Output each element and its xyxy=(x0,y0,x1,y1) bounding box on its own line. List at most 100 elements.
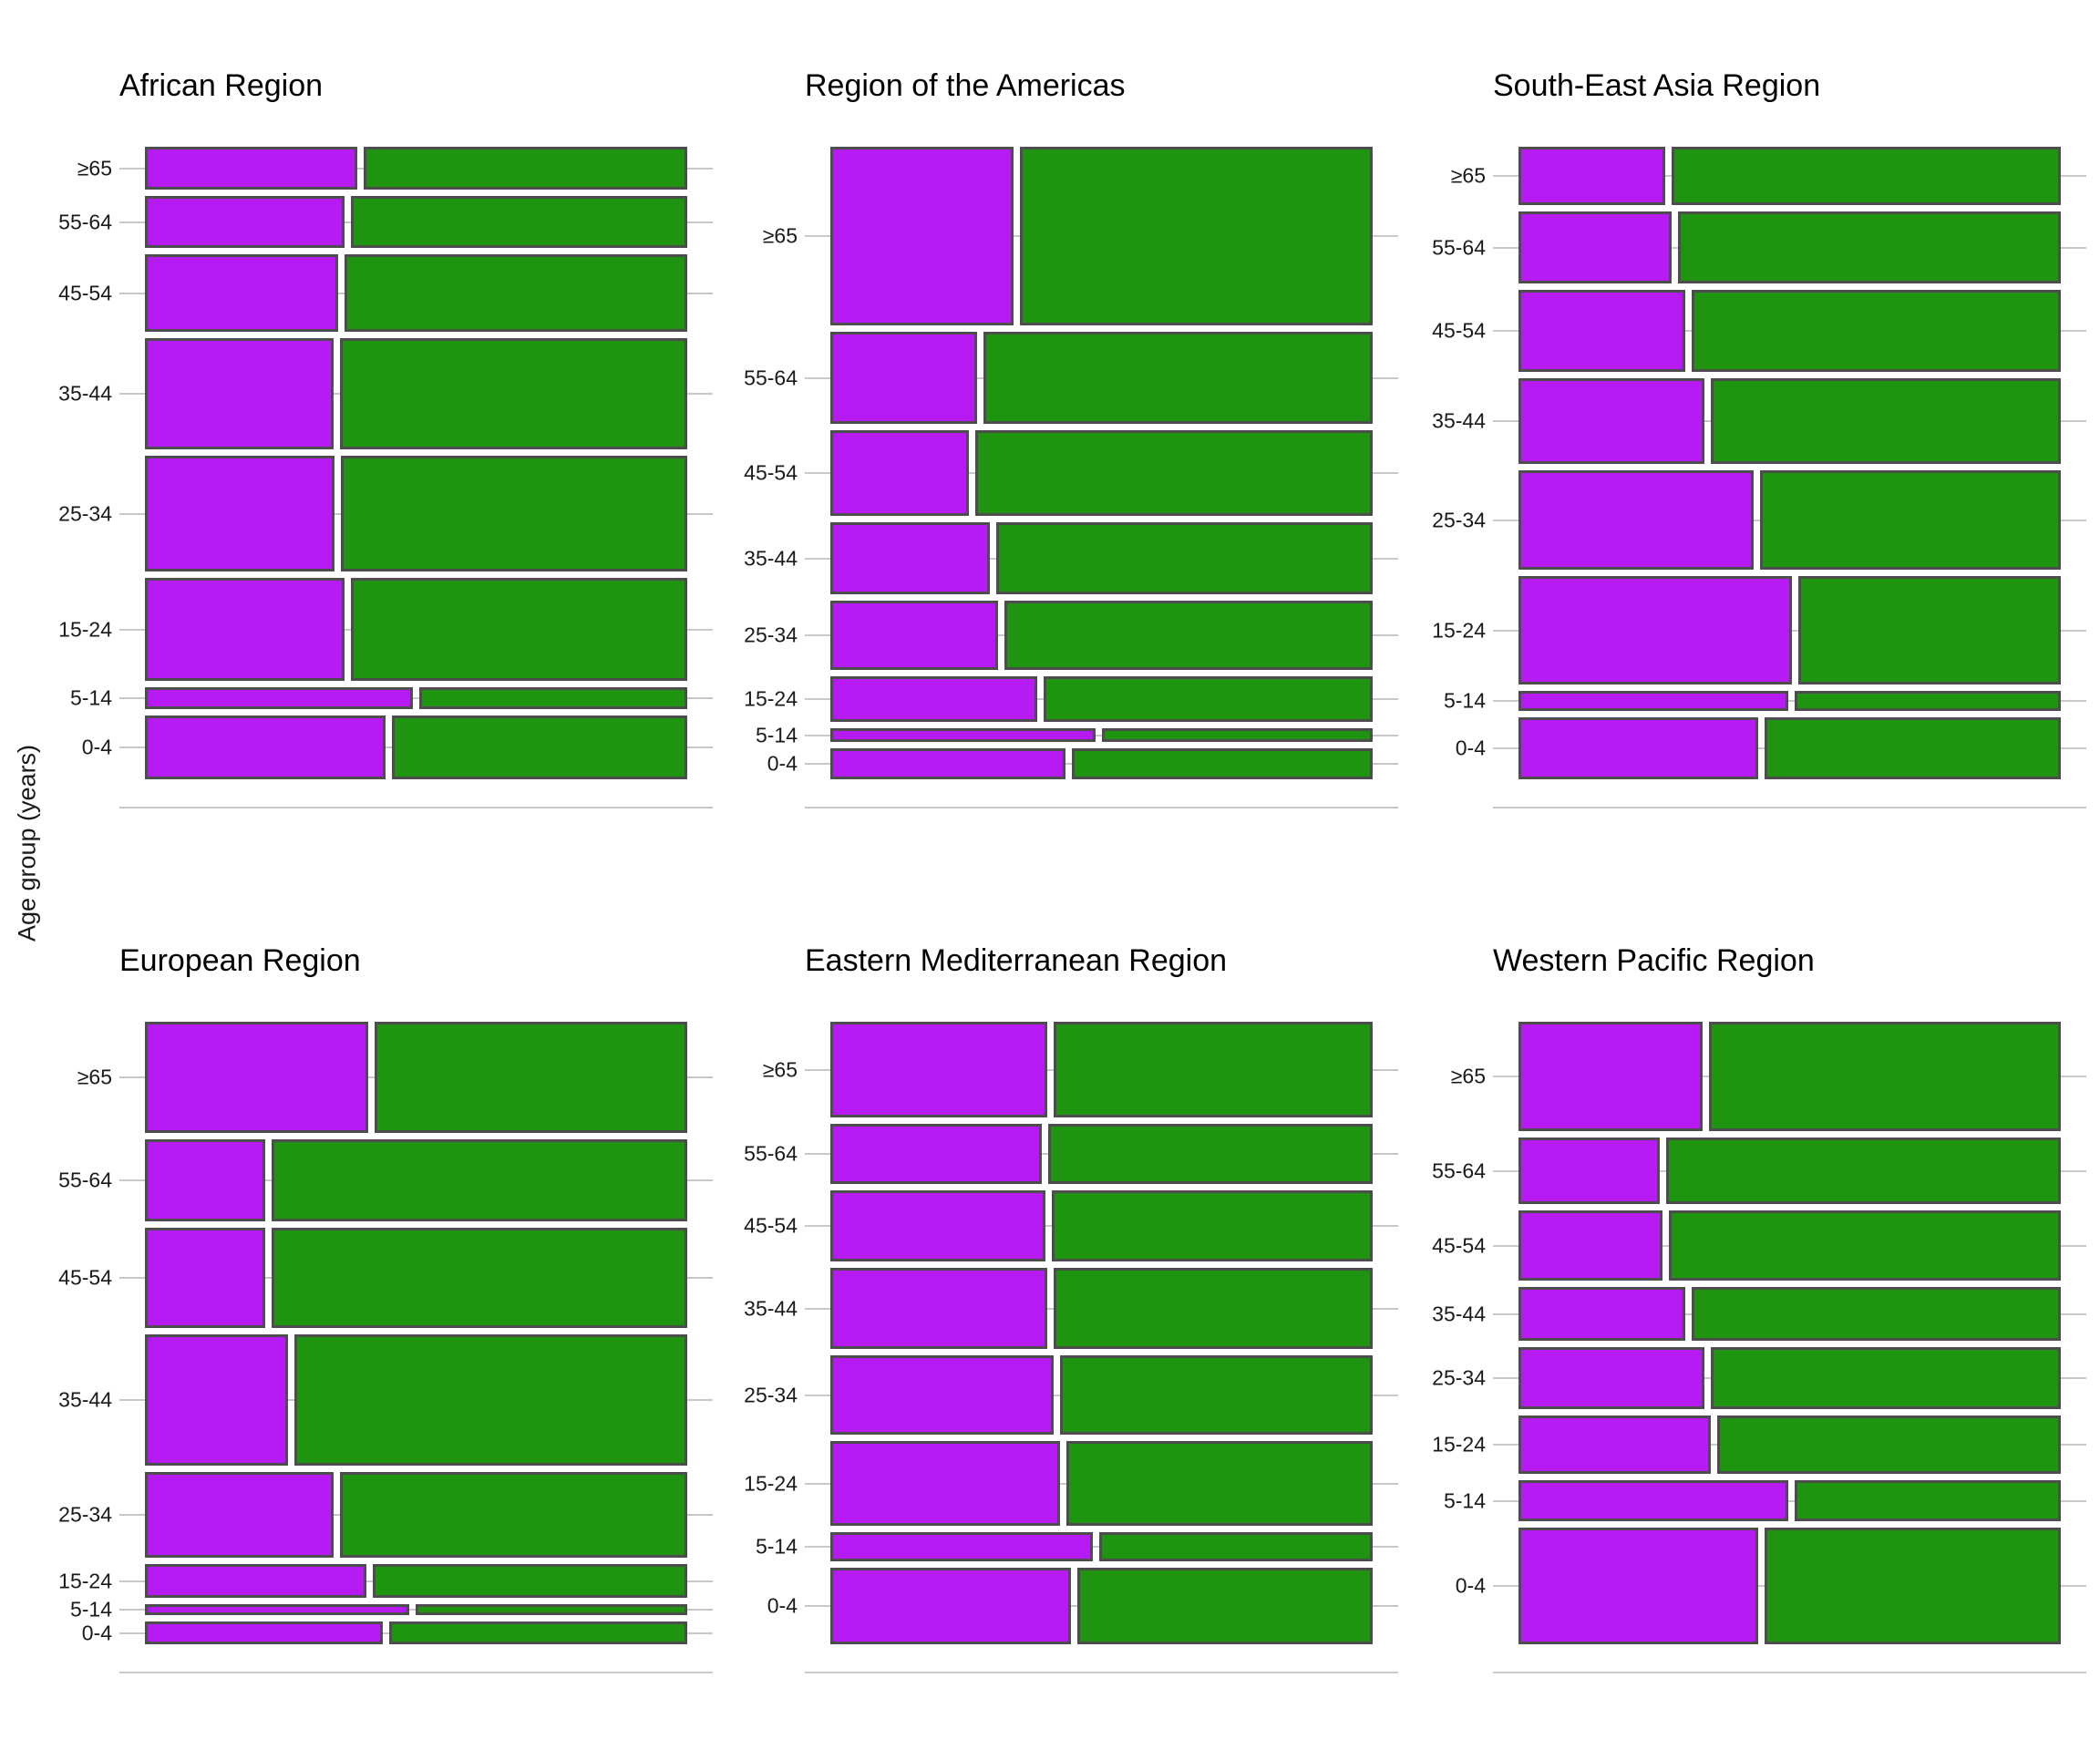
age-row: 0-4 xyxy=(767,1568,1398,1644)
green-bar-segment xyxy=(996,522,1373,594)
age-label: 35-44 xyxy=(1432,1302,1486,1325)
age-label: 5-14 xyxy=(1443,688,1486,713)
purple-bar-segment xyxy=(830,1268,1047,1349)
age-label: 55-64 xyxy=(744,1141,798,1166)
green-bar-segment xyxy=(1052,1190,1373,1261)
age-row: 5-14 xyxy=(70,1598,713,1621)
age-row: 35-44 xyxy=(1432,1287,2086,1341)
age-row: 25-34 xyxy=(744,1355,1398,1435)
purple-bar-segment xyxy=(830,676,1037,722)
age-row: 15-24 xyxy=(58,578,713,681)
age-label: 15-24 xyxy=(1432,1432,1486,1457)
panel-region-of-the-americas: Region of the Americas ≥65 55-64 45-54 35-4… xyxy=(744,68,1398,810)
age-label: 0-4 xyxy=(1455,1573,1486,1598)
purple-bar-segment xyxy=(830,748,1065,779)
mosaic-rows: ≥65 55-64 45-54 35-44 25-34 15-24 5-14 0-4 xyxy=(58,1022,713,1644)
panel-title: Eastern Mediterranean Region xyxy=(805,943,1228,978)
green-bar-segment xyxy=(1765,717,2061,779)
age-row: 25-34 xyxy=(1432,470,2086,570)
purple-bar-segment xyxy=(1518,211,1672,283)
age-row: 0-4 xyxy=(82,715,713,779)
purple-bar-segment xyxy=(830,1022,1047,1117)
age-label: 55-64 xyxy=(1432,235,1486,259)
green-bar-segment xyxy=(1798,576,2061,685)
age-label: 5-14 xyxy=(755,723,798,746)
age-label: 0-4 xyxy=(1455,736,1486,760)
purple-bar-segment xyxy=(145,196,345,248)
purple-bar-segment xyxy=(1518,691,1788,711)
purple-bar-segment xyxy=(145,1621,383,1644)
age-label: 55-64 xyxy=(1432,1158,1486,1182)
green-bar-segment xyxy=(351,578,687,681)
green-bar-segment xyxy=(272,1228,687,1328)
mosaic-rows: ≥65 55-64 45-54 35-44 25-34 15-24 5-14 0-4 xyxy=(1432,147,2086,779)
purple-bar-segment xyxy=(1518,470,1754,570)
mosaic-rows: ≥65 55-64 45-54 35-44 25-34 15-24 5-14 0-4 xyxy=(1432,1022,2086,1644)
panel-south-east-asia-region: South-East Asia Region ≥65 55-64 45-54 35-4… xyxy=(1432,68,2086,810)
age-label: 25-34 xyxy=(744,1383,798,1406)
age-row: ≥65 xyxy=(763,1022,1398,1117)
purple-bar-segment xyxy=(145,1564,366,1598)
purple-bar-segment xyxy=(830,1190,1045,1261)
age-row: 5-14 xyxy=(70,686,713,710)
age-label: 15-24 xyxy=(1432,618,1486,642)
panel-title: European Region xyxy=(119,943,361,978)
age-row: ≥65 xyxy=(77,1022,713,1133)
green-bar-segment xyxy=(983,332,1373,424)
green-bar-segment xyxy=(1048,1124,1373,1184)
green-bar-segment xyxy=(351,196,687,248)
purple-bar-segment xyxy=(145,687,413,709)
age-label: 5-14 xyxy=(755,1534,798,1559)
purple-bar-segment xyxy=(830,147,1014,325)
green-bar-segment xyxy=(1054,1022,1373,1117)
green-bar-segment xyxy=(1672,147,2061,205)
purple-bar-segment xyxy=(1518,1528,1758,1644)
purple-bar-segment xyxy=(145,147,357,190)
age-row: 15-24 xyxy=(1432,1415,2086,1474)
age-label: 25-34 xyxy=(1432,1365,1486,1390)
age-row: 15-24 xyxy=(1432,576,2086,685)
green-bar-segment xyxy=(1666,1138,2061,1204)
age-label: 35-44 xyxy=(1432,408,1486,433)
age-label: 35-44 xyxy=(744,1296,798,1320)
age-label: 55-64 xyxy=(744,365,798,389)
age-label: 45-54 xyxy=(1432,1233,1486,1257)
purple-bar-segment xyxy=(145,1472,334,1558)
purple-bar-segment xyxy=(1518,1138,1660,1204)
green-bar-segment xyxy=(373,1564,687,1598)
purple-bar-segment xyxy=(145,338,334,449)
purple-bar-segment xyxy=(830,1568,1071,1644)
green-bar-segment xyxy=(1692,290,2061,372)
age-label: 0-4 xyxy=(81,735,112,759)
purple-bar-segment xyxy=(1518,1210,1662,1281)
panel-title: Western Pacific Region xyxy=(1493,943,1815,978)
green-bar-segment xyxy=(1072,748,1373,779)
grid-line xyxy=(119,697,713,699)
age-row: 35-44 xyxy=(744,522,1398,594)
age-row: 5-14 xyxy=(756,1532,1398,1561)
age-label: 0-4 xyxy=(767,1593,798,1618)
green-bar-segment xyxy=(272,1139,687,1221)
age-row: 5-14 xyxy=(1444,689,2086,713)
age-label: ≥65 xyxy=(762,223,798,248)
age-label: 45-54 xyxy=(744,460,798,485)
green-bar-segment xyxy=(389,1621,687,1644)
age-row: 45-54 xyxy=(58,1228,713,1328)
green-bar-segment xyxy=(345,254,687,332)
age-row: 35-44 xyxy=(58,338,713,449)
green-bar-segment xyxy=(1020,147,1373,325)
purple-bar-segment xyxy=(830,1355,1054,1435)
purple-bar-segment xyxy=(830,728,1096,742)
age-row: 5-14 xyxy=(756,723,1398,746)
age-row: ≥65 xyxy=(1451,147,2086,205)
green-bar-segment xyxy=(1102,728,1373,742)
age-label: ≥65 xyxy=(1450,1064,1486,1088)
purple-bar-segment xyxy=(145,715,386,779)
purple-bar-segment xyxy=(1518,378,1704,464)
green-bar-segment xyxy=(1711,1347,2061,1409)
green-bar-segment xyxy=(341,456,687,571)
x-axis-line xyxy=(119,1672,713,1673)
age-row: 55-64 xyxy=(58,196,713,248)
age-row: 0-4 xyxy=(82,1621,713,1644)
purple-bar-segment xyxy=(1518,1415,1711,1474)
